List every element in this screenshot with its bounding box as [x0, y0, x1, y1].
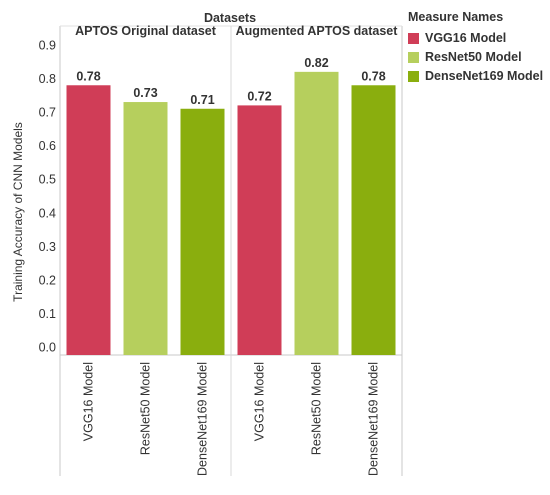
- y-tick-label: 0.0: [39, 341, 56, 355]
- y-axis-title: Training Accuracy of CNN Models: [11, 122, 25, 302]
- bar: [66, 85, 111, 356]
- x-tick-label: DenseNet169 Model: [196, 362, 210, 476]
- y-tick-label: 0.1: [39, 307, 56, 321]
- bar-value-label: 0.72: [247, 89, 271, 103]
- group-header-label: Augmented APTOS dataset: [236, 24, 399, 38]
- x-axis-category-labels: VGG16 Model ResNet50 Model DenseNet169 Mod…: [82, 362, 381, 476]
- legend-items: VGG16 Model ResNet50 Model DenseNet169 Mod…: [408, 29, 548, 85]
- x-tick-label: ResNet50 Model: [139, 362, 153, 455]
- chart-title: Datasets: [204, 11, 256, 25]
- bar-value-label: 0.82: [304, 56, 328, 70]
- x-tick-label: VGG16 Model: [253, 362, 267, 441]
- y-tick-label: 0.7: [39, 106, 56, 120]
- legend-item: ResNet50 Model: [408, 48, 548, 66]
- y-tick-label: 0.2: [39, 273, 56, 287]
- y-tick-label: 0.9: [39, 39, 56, 53]
- bar-value-label: 0.78: [76, 69, 100, 83]
- y-tick-label: 0.3: [39, 240, 56, 254]
- x-tick-label: DenseNet169 Model: [367, 362, 381, 476]
- bar-value-labels: 0.78 0.73 0.71 0.72 0.82 0.78: [76, 56, 385, 107]
- y-tick-label: 0.8: [39, 72, 56, 86]
- legend-swatch: [408, 70, 419, 82]
- y-tick-label: 0.5: [39, 173, 56, 187]
- legend-item: DenseNet169 Model: [408, 67, 548, 85]
- bars: [66, 71, 396, 356]
- legend: Measure Names VGG16 Model ResNet50 Model D…: [408, 10, 548, 86]
- legend-item: VGG16 Model: [408, 29, 548, 47]
- bar: [180, 108, 225, 355]
- x-tick-label: ResNet50 Model: [310, 362, 324, 455]
- bar-value-label: 0.73: [133, 86, 157, 100]
- legend-label: ResNet50 Model: [425, 50, 522, 64]
- group-headers: APTOS Original dataset Augmented APTOS da…: [75, 24, 398, 38]
- legend-label: VGG16 Model: [425, 31, 507, 45]
- legend-swatch: [408, 32, 419, 44]
- bar: [294, 71, 339, 355]
- bar: [123, 102, 168, 356]
- bar: [351, 85, 396, 356]
- y-tick-label: 0.4: [39, 206, 56, 220]
- group-header-label: APTOS Original dataset: [75, 24, 217, 38]
- y-tick-label: 0.6: [39, 139, 56, 153]
- bar-value-label: 0.78: [361, 69, 385, 83]
- legend-swatch: [408, 51, 419, 63]
- x-tick-label: VGG16 Model: [82, 362, 96, 441]
- bar-value-label: 0.71: [190, 93, 214, 107]
- chart-frame: [59, 25, 403, 476]
- y-axis-ticks: 0.0 0.1 0.2 0.3 0.4 0.5 0.6 0.7 0.8 0.9: [39, 39, 56, 355]
- bar: [237, 105, 282, 356]
- legend-label: DenseNet169 Model: [425, 69, 544, 83]
- legend-title: Measure Names: [408, 10, 504, 24]
